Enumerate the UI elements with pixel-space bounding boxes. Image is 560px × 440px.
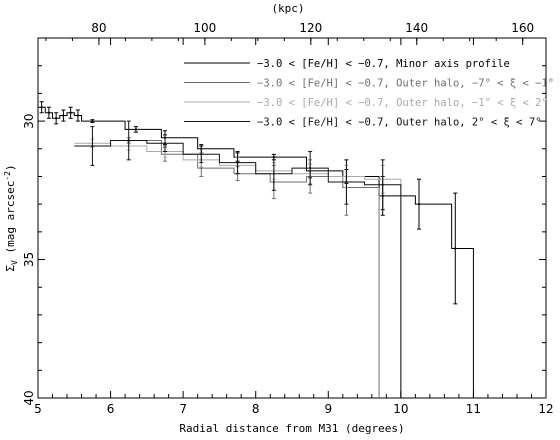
x-axis-label: Radial distance from M31 (degrees) <box>179 422 404 435</box>
series-3-point <box>345 180 348 184</box>
series-0-steps <box>38 106 474 398</box>
series-0-point <box>417 203 421 206</box>
series-0-point <box>40 106 43 109</box>
series-0-point <box>55 117 58 120</box>
plot-area-border <box>37 37 547 399</box>
legend: −3.0 < [Fe/H] < −0.7, Minor axis profile… <box>184 58 554 129</box>
series-0-point <box>454 247 457 250</box>
series-3-point <box>91 144 94 148</box>
series-3-point <box>200 153 203 156</box>
top-tick-label: 140 <box>405 21 428 35</box>
series-0-point <box>134 128 138 131</box>
series-3-steps <box>74 139 402 398</box>
legend-label-3: −3.0 < [Fe/H] < −0.7, Outer halo, 2° < ξ… <box>257 117 541 129</box>
y-tick-label: 40 <box>22 390 36 405</box>
x-tick-label: 12 <box>538 402 553 416</box>
series-2-steps <box>74 142 402 398</box>
x-tick-label: 7 <box>179 402 187 416</box>
series-layer <box>38 101 474 398</box>
series-3-point <box>236 161 239 164</box>
series-3-point <box>272 172 275 175</box>
x-tick-label: 5 <box>34 402 42 416</box>
top-tick-label: 120 <box>299 21 322 35</box>
x-tick-label: 10 <box>393 402 408 416</box>
series-0-point <box>62 114 65 117</box>
top-tick-label: 80 <box>91 21 106 35</box>
y-axis-label: ΣV (mag arcsec-2) <box>3 164 19 271</box>
series-0-point <box>47 111 50 114</box>
series-0-point <box>69 111 72 114</box>
series-0-point <box>91 119 94 123</box>
x-tick-label: 8 <box>252 402 260 416</box>
y-tick-label: 30 <box>22 113 36 128</box>
series-1-point <box>200 167 203 170</box>
series-3 <box>74 120 402 398</box>
top-tick-label: 100 <box>193 21 216 35</box>
series-0-point <box>76 114 80 117</box>
series-3-point <box>309 167 312 170</box>
series-3-point <box>127 139 130 142</box>
top-axis-label: (kpc) <box>271 2 304 15</box>
top-tick-label: 160 <box>511 21 534 35</box>
legend-label-1: −3.0 < [Fe/H] < −0.7, Outer halo, −7° < … <box>257 78 554 90</box>
series-1-steps <box>125 139 380 398</box>
series-3-point <box>163 142 167 145</box>
plot-frame <box>37 37 547 399</box>
axes-layer: 5 6 7 8 9 10 11 12 80 100 120 140 160 30 35 40 Radial di… <box>3 2 554 435</box>
legend-label-2: −3.0 < [Fe/H] < −0.7, Outer halo, −1° < … <box>257 97 548 109</box>
x-tick-label: 9 <box>324 402 332 416</box>
y-tick-label: 35 <box>22 252 36 267</box>
legend-label-0: −3.0 < [Fe/H] < −0.7, Minor axis profile <box>257 58 510 70</box>
x-tick-label: 6 <box>107 402 115 416</box>
x-tick-label: 11 <box>466 402 481 416</box>
series-3-point <box>381 183 384 186</box>
